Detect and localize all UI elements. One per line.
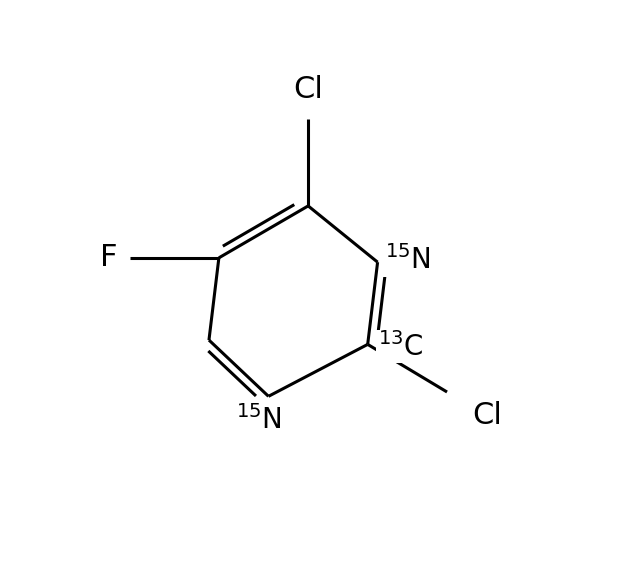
- Text: Cl: Cl: [293, 75, 323, 104]
- Text: $^{13}$C: $^{13}$C: [378, 332, 423, 361]
- Text: F: F: [100, 243, 117, 273]
- Text: $^{15}$N: $^{15}$N: [236, 405, 282, 435]
- Text: $^{15}$N: $^{15}$N: [236, 405, 282, 435]
- Text: $^{13}$C: $^{13}$C: [378, 332, 423, 361]
- Text: $^{15}$N: $^{15}$N: [385, 245, 431, 275]
- Text: $^{15}$N: $^{15}$N: [385, 245, 431, 275]
- Text: Cl: Cl: [472, 401, 502, 430]
